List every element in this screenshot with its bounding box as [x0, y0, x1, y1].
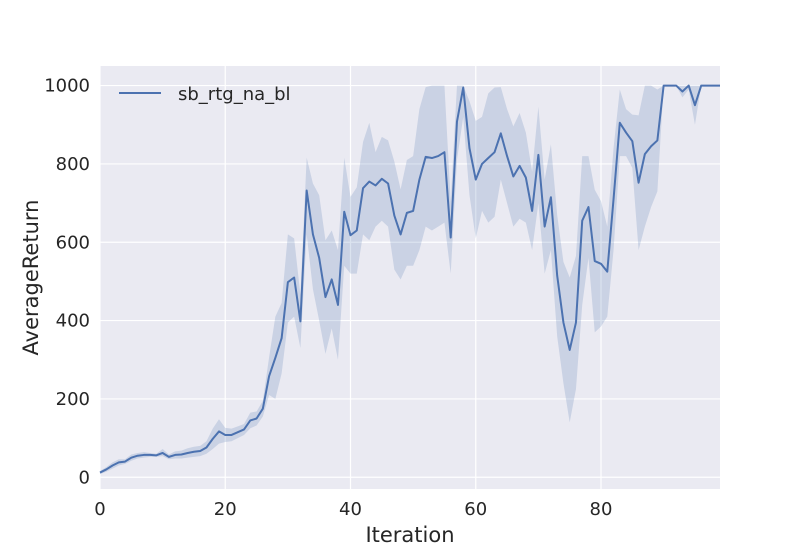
y-tick-label: 1000	[44, 76, 90, 97]
y-axis-label: AverageReturn	[19, 200, 43, 356]
legend-label-sb-rtg-na-bl: sb_rtg_na_bl	[178, 84, 291, 105]
plot-data	[99, 84, 720, 475]
x-axis-label: Iteration	[365, 523, 454, 547]
x-tick-label: 60	[464, 499, 487, 520]
y-tick-label: 600	[56, 232, 90, 253]
x-tick-label: 80	[590, 499, 613, 520]
y-tick-label: 200	[56, 389, 90, 410]
y-tick-label: 400	[56, 311, 90, 332]
y-tick-label: 0	[79, 467, 90, 488]
legend: sb_rtg_na_bl	[119, 84, 291, 105]
plot-background	[100, 66, 720, 489]
x-tick-label: 40	[339, 499, 362, 520]
series-line	[99, 84, 720, 474]
x-tick-label: 0	[94, 499, 105, 520]
x-tick-label: 20	[214, 499, 237, 520]
confidence-band	[100, 85, 720, 475]
y-tick-label: 800	[56, 154, 90, 175]
